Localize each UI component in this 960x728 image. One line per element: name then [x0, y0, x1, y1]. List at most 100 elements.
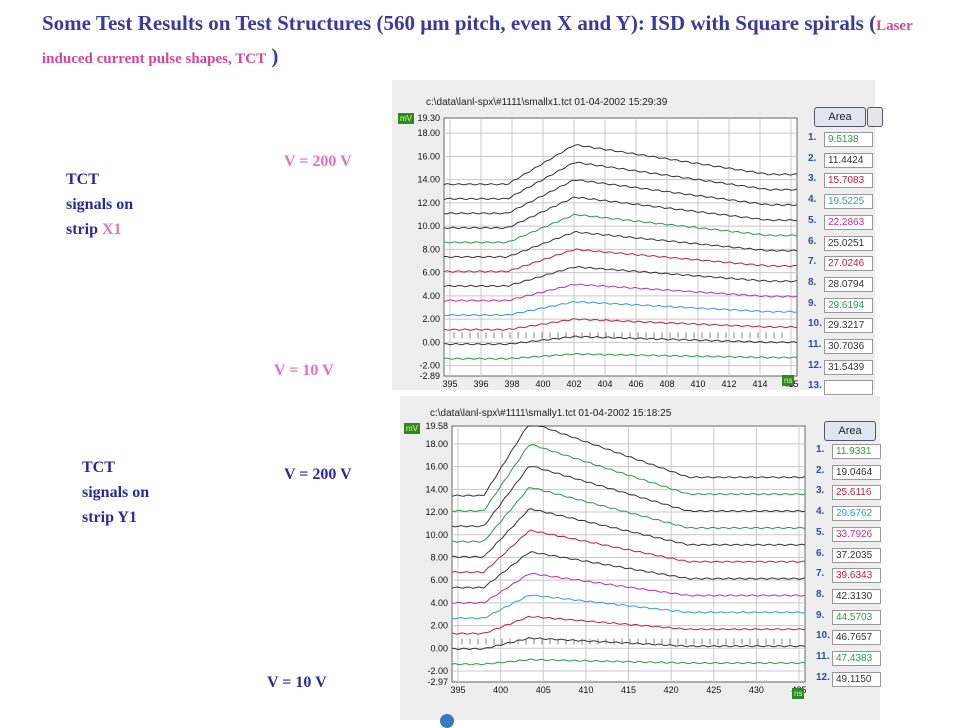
legend-index: 8. — [808, 276, 817, 288]
y-tick-label: 16.00 — [425, 462, 448, 472]
legend-index: 6. — [808, 235, 817, 247]
bottom-area-button[interactable]: Area — [824, 421, 876, 441]
x-tick-label: 410 — [578, 685, 593, 695]
legend-index: 8. — [816, 588, 825, 600]
top-v-low: V = 10 V — [274, 362, 334, 379]
title-main: Some Test Results on Test Structures (56… — [42, 11, 877, 35]
top-ns-badge: ns — [782, 375, 795, 386]
y-tick-label: 6.00 — [430, 575, 448, 585]
waveform-trace — [443, 248, 798, 273]
bottom-label-line-3: strip Y1 — [82, 509, 137, 526]
x-tick-label: 405 — [536, 685, 551, 695]
legend-value: 29.6762 — [832, 506, 881, 522]
x-tick-label: 425 — [706, 685, 721, 695]
x-tick-label: 396 — [473, 379, 488, 389]
legend-index: 12. — [816, 671, 830, 683]
legend-index: 11. — [808, 339, 822, 350]
legend-index: 4. — [808, 194, 817, 206]
y-tick-label: 0.00 — [422, 337, 440, 347]
legend-value: 11.9331 — [832, 444, 881, 459]
legend-index: 13. — [808, 380, 822, 392]
legend-value: 28.0794 — [824, 276, 873, 292]
legend-index: 9. — [816, 609, 825, 621]
x-tick-label: 408 — [659, 379, 674, 389]
bottom-ns-badge: ns — [792, 688, 805, 699]
legend-value: 30.7036 — [824, 339, 873, 354]
bottom-unit-badge: mV — [404, 423, 420, 434]
x-tick-label: 404 — [597, 379, 612, 389]
bottom-label-line-2: signals on — [82, 484, 150, 501]
waveform-trace — [444, 230, 798, 259]
top-label-line-1: TCT — [66, 171, 99, 188]
top-area-button-2[interactable] — [867, 107, 883, 127]
waveform-trace — [443, 196, 798, 230]
waveform-trace — [451, 487, 806, 543]
legend-index: 3. — [808, 173, 817, 185]
top-label-strip-id: X1 — [102, 221, 122, 238]
top-area-button[interactable]: Area — [814, 107, 866, 127]
y-max-label: 19.58 — [425, 421, 448, 431]
legend-index: 2. — [816, 464, 825, 476]
legend-index: 7. — [816, 568, 825, 580]
waveform-trace — [451, 466, 806, 528]
y-tick-label: -2.00 — [419, 361, 440, 371]
top-legend: 1. 9.5138 2. 11.4424 3. 15.7083 4. 19.5225 5. 22.… — [808, 132, 874, 396]
waveform-trace — [443, 265, 798, 288]
legend-value: 44.5703 — [832, 609, 881, 625]
waveform-trace — [451, 615, 806, 635]
y-tick-label: 12.00 — [425, 507, 448, 517]
waveform-trace — [443, 179, 798, 215]
y-tick-label: -2.00 — [427, 666, 448, 676]
waveform-trace — [451, 594, 806, 620]
x-tick-label: 398 — [504, 379, 519, 389]
legend-value: 11.4424 — [824, 152, 873, 168]
y-tick-label: 16.00 — [417, 151, 440, 161]
y-min-label: -2.97 — [427, 677, 448, 687]
waveform-trace — [443, 335, 798, 346]
x-tick-label: 430 — [749, 685, 764, 695]
bottom-file-path: c:\data\lanl-spx\#1111\smally1.tct 01-04… — [430, 408, 672, 419]
x-tick-label: 402 — [566, 379, 581, 389]
x-tick-label: 400 — [535, 379, 550, 389]
x-tick-label: 420 — [664, 685, 679, 695]
legend-value: 15.7083 — [824, 173, 873, 189]
bottom-v-low: V = 10 V — [267, 674, 327, 691]
bottom-label-line-1: TCT — [82, 459, 115, 476]
y-tick-label: 12.00 — [417, 198, 440, 208]
waveform-trace — [443, 161, 798, 201]
waveform-trace — [451, 658, 806, 666]
bottom-strip-label: TCT signals on strip Y1 — [82, 455, 149, 530]
waveform-trace — [451, 551, 806, 589]
y-tick-label: 4.00 — [430, 598, 448, 608]
x-tick-label: 406 — [628, 379, 643, 389]
top-label-line-3: strip X1 — [66, 217, 133, 242]
waveform-trace — [443, 213, 798, 244]
legend-index: 9. — [808, 297, 817, 309]
x-tick-label: 412 — [721, 379, 736, 389]
bottom-v-high: V = 200 V — [284, 466, 352, 483]
legend-index: 1. — [808, 132, 817, 143]
y-tick-label: 18.00 — [425, 439, 448, 449]
legend-value: 29.3217 — [824, 318, 873, 334]
y-tick-label: 18.00 — [417, 128, 440, 138]
top-unit-badge: mV — [398, 113, 414, 124]
legend-value: 29.6194 — [824, 297, 873, 313]
y-tick-label: 14.00 — [425, 484, 448, 494]
bottom-scope-panel: c:\data\lanl-spx\#1111\smally1.tct 01-04… — [400, 396, 881, 728]
waveform-trace — [443, 144, 798, 186]
y-tick-label: 8.00 — [422, 244, 440, 254]
top-label-line-2: signals on — [66, 196, 134, 213]
legend-value: 25.0251 — [824, 235, 873, 251]
waveform-trace — [443, 318, 798, 331]
legend-value: 19.5225 — [824, 194, 873, 210]
legend-value: 31.5439 — [824, 359, 873, 375]
y-tick-label: 2.00 — [422, 314, 440, 324]
bottom-legend: 1. 11.9331 2. 19.0464 3. 25.6116 4. 29.6762 5. 33… — [816, 444, 881, 720]
top-waveform-plot: 18.00 16.00 14.00 12.00 10.00 8.00 6.00 4.00 2.0… — [417, 113, 798, 389]
y-tick-label: 8.00 — [430, 552, 448, 562]
waveform-trace — [451, 529, 806, 574]
y-tick-label: 2.00 — [430, 621, 448, 631]
x-tick-label: 414 — [752, 379, 767, 389]
legend-value: 27.0246 — [824, 256, 873, 272]
legend-index: 1. — [816, 444, 825, 455]
